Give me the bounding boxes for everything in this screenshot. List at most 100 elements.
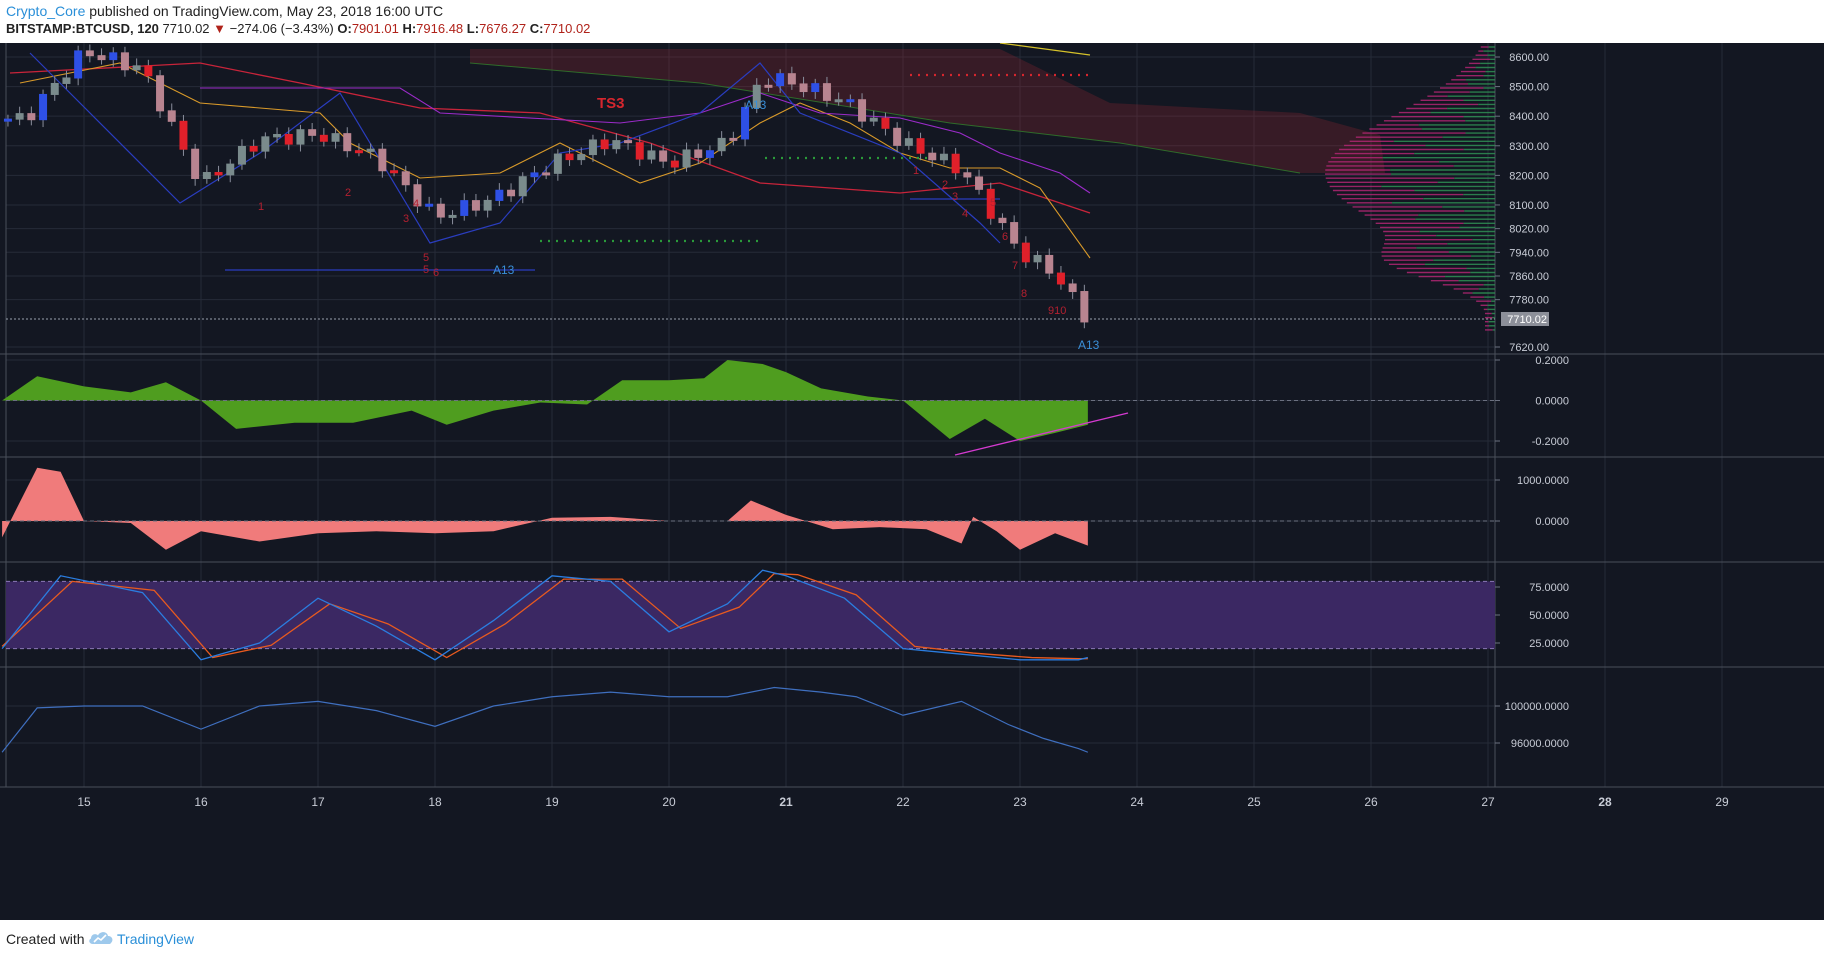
count-label: 5 bbox=[423, 264, 429, 276]
stochastic-tick-label: 50.0000 bbox=[1529, 610, 1569, 622]
candle-body bbox=[787, 73, 796, 85]
candle-body bbox=[471, 200, 480, 211]
candle-body bbox=[975, 176, 984, 190]
tradingview-cloud-icon[interactable] bbox=[88, 930, 114, 946]
time-tick-label: 15 bbox=[77, 795, 91, 809]
count-label: 6 bbox=[1002, 231, 1008, 243]
candle-body bbox=[97, 55, 106, 61]
candle-body bbox=[729, 137, 738, 141]
candle-body bbox=[62, 77, 71, 84]
time-tick-label: 22 bbox=[896, 795, 910, 809]
time-tick-label: 20 bbox=[662, 795, 676, 809]
candle-body bbox=[495, 189, 504, 201]
count-label: 4 bbox=[962, 208, 968, 220]
count-label: 1 bbox=[913, 165, 919, 177]
indicator-panes bbox=[1, 360, 1495, 753]
count-label: 5 bbox=[990, 197, 996, 209]
price-tick-label: 8400.00 bbox=[1509, 111, 1549, 123]
a13-label: A13 bbox=[493, 263, 515, 277]
symbol-label: BITSTAMP:BTCUSD bbox=[6, 21, 130, 36]
a13-label: A13 bbox=[745, 98, 767, 112]
candles-layer bbox=[3, 44, 1089, 329]
stochastic-d-line bbox=[1, 572, 1088, 660]
a13-label: A13 bbox=[1078, 338, 1100, 352]
count-label: 2 bbox=[345, 187, 351, 199]
candle-body bbox=[132, 65, 141, 71]
candle-body bbox=[50, 82, 59, 95]
price-tick-label: 7940.00 bbox=[1509, 247, 1549, 259]
count-label: 7 bbox=[1012, 260, 1018, 272]
count-label: 5 bbox=[423, 252, 429, 264]
stochastic-band bbox=[6, 581, 1495, 649]
bottom-indicator-tick-label: 100000.0000 bbox=[1505, 701, 1569, 713]
price-tick-label: 7780.00 bbox=[1509, 295, 1549, 307]
candle-body bbox=[436, 203, 445, 218]
candle-body bbox=[3, 118, 12, 122]
candle-body bbox=[214, 172, 223, 176]
price-tick-label: 8500.00 bbox=[1509, 82, 1549, 94]
time-tick-label: 28 bbox=[1598, 795, 1612, 809]
author-link[interactable]: Crypto_Core bbox=[6, 3, 86, 19]
candle-body bbox=[717, 137, 726, 152]
stochastic-k-line bbox=[1, 569, 1089, 661]
last-price: 7710.02 bbox=[162, 21, 210, 36]
candle-body bbox=[635, 142, 644, 160]
candle-body bbox=[647, 150, 656, 160]
time-tick-label: 18 bbox=[428, 795, 442, 809]
tradingview-brand-link[interactable]: TradingView bbox=[117, 931, 195, 947]
time-tick-label: 21 bbox=[779, 795, 793, 809]
candle-body bbox=[401, 171, 410, 186]
last-price-badge bbox=[1501, 312, 1549, 326]
momentum-tick-label: 0.2000 bbox=[1535, 355, 1569, 367]
candle-body bbox=[74, 50, 83, 79]
indicator-overlays bbox=[6, 43, 1495, 331]
publication-line: Crypto_Core published on TradingView.com… bbox=[6, 3, 443, 19]
candle-body bbox=[682, 149, 691, 168]
high-label: H: bbox=[402, 21, 417, 36]
candle-body bbox=[799, 83, 808, 93]
count-label: 3 bbox=[952, 191, 958, 203]
candle-body bbox=[85, 50, 94, 57]
candle-body bbox=[1021, 242, 1030, 263]
yellow-line bbox=[999, 43, 1091, 56]
candle-body bbox=[939, 153, 948, 161]
candle-body bbox=[179, 120, 188, 150]
candle-body bbox=[144, 65, 153, 77]
high-value: 7916.48 bbox=[416, 21, 464, 36]
volume-profile bbox=[1325, 46, 1495, 331]
ichimoku-cloud-bear bbox=[470, 49, 1385, 173]
divergence-trendline bbox=[954, 412, 1129, 456]
candle-body bbox=[331, 133, 340, 142]
candle-body bbox=[425, 203, 434, 207]
candle-body bbox=[588, 139, 597, 156]
candle-body bbox=[542, 172, 551, 176]
change-value: −274.06 (−3.43%) bbox=[229, 21, 334, 36]
created-with-label: Created with bbox=[6, 931, 85, 947]
candle-body bbox=[998, 217, 1007, 224]
candle-body bbox=[858, 99, 867, 122]
candle-body bbox=[624, 140, 633, 144]
candle-body bbox=[167, 110, 176, 122]
oscillator-area bbox=[2, 467, 1088, 550]
oscillator-tick-label: 0.0000 bbox=[1535, 516, 1569, 528]
count-label: 1 bbox=[258, 201, 264, 213]
symbol-ohlc-line: BITSTAMP:BTCUSD, 120 7710.02 ▼ −274.06 (… bbox=[6, 21, 590, 36]
candle-body bbox=[413, 184, 422, 207]
candle-body bbox=[530, 172, 539, 178]
candle-body bbox=[109, 52, 118, 61]
time-tick-label: 23 bbox=[1013, 795, 1027, 809]
candle-body bbox=[308, 129, 317, 136]
candle-body bbox=[226, 163, 235, 176]
candle-body bbox=[507, 189, 516, 197]
candle-body bbox=[1080, 291, 1089, 323]
time-tick-label: 26 bbox=[1364, 795, 1378, 809]
candle-body bbox=[1045, 254, 1054, 274]
price-tick-label: 8300.00 bbox=[1509, 141, 1549, 153]
count-label: 910 bbox=[1048, 305, 1066, 317]
candle-body bbox=[776, 73, 785, 87]
candle-body bbox=[834, 99, 843, 103]
candle-body bbox=[612, 140, 621, 150]
low-value: 7676.27 bbox=[479, 21, 527, 36]
